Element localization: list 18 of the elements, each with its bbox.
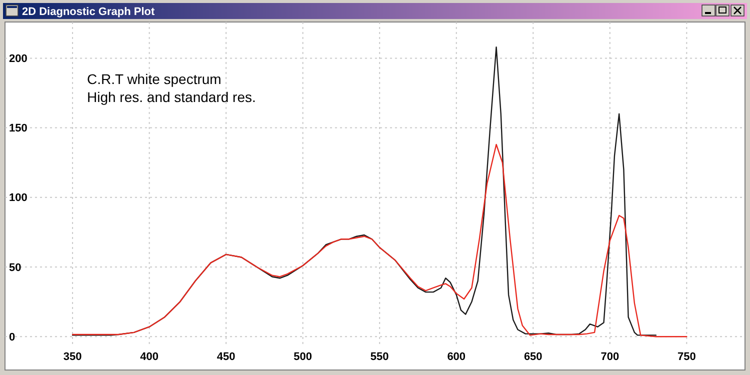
x-tick-label: 600	[447, 351, 466, 363]
x-tick-label: 450	[216, 351, 236, 363]
y-tick-label: 100	[9, 192, 28, 204]
y-tick-label: 50	[9, 262, 22, 274]
x-tick-label: 400	[140, 351, 158, 363]
line-series	[72, 144, 688, 338]
x-tick-label: 700	[600, 351, 620, 363]
y-tick-label: 0	[9, 331, 16, 344]
y-tick-label: 150	[9, 122, 28, 135]
annotation: High res. and standard res.	[87, 89, 256, 105]
x-tick-label: 500	[294, 351, 312, 363]
y-tick-label: 200	[9, 53, 28, 66]
x-tick-label: 650	[524, 351, 542, 363]
annotation: C.R.T white spectrum	[87, 71, 222, 87]
x-tick-label: 750	[677, 351, 696, 363]
x-tick-label: 350	[63, 351, 82, 363]
x-tick-label: 550	[370, 351, 389, 363]
chart-title: 2D Diagnostic Graph Plot	[22, 6, 155, 18]
